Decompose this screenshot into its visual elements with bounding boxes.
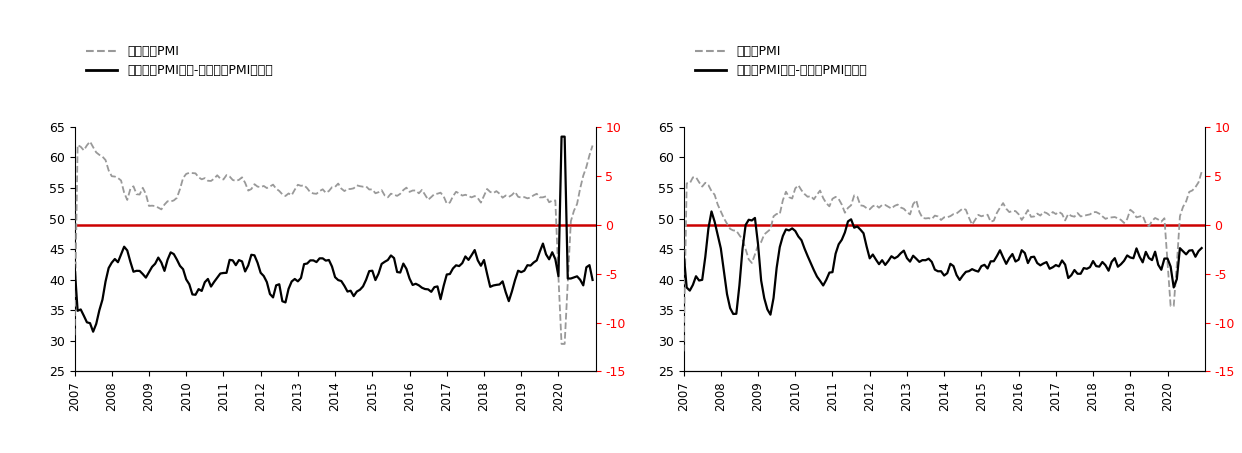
Legend: 非制造业PMI, 非制造业PMI就业-非制造业PMI，右轴: 非制造业PMI, 非制造业PMI就业-非制造业PMI，右轴: [81, 40, 278, 82]
Legend: 制造业PMI, 制造业PMI就业-制造业PMI，右轴: 制造业PMI, 制造业PMI就业-制造业PMI，右轴: [689, 40, 872, 82]
